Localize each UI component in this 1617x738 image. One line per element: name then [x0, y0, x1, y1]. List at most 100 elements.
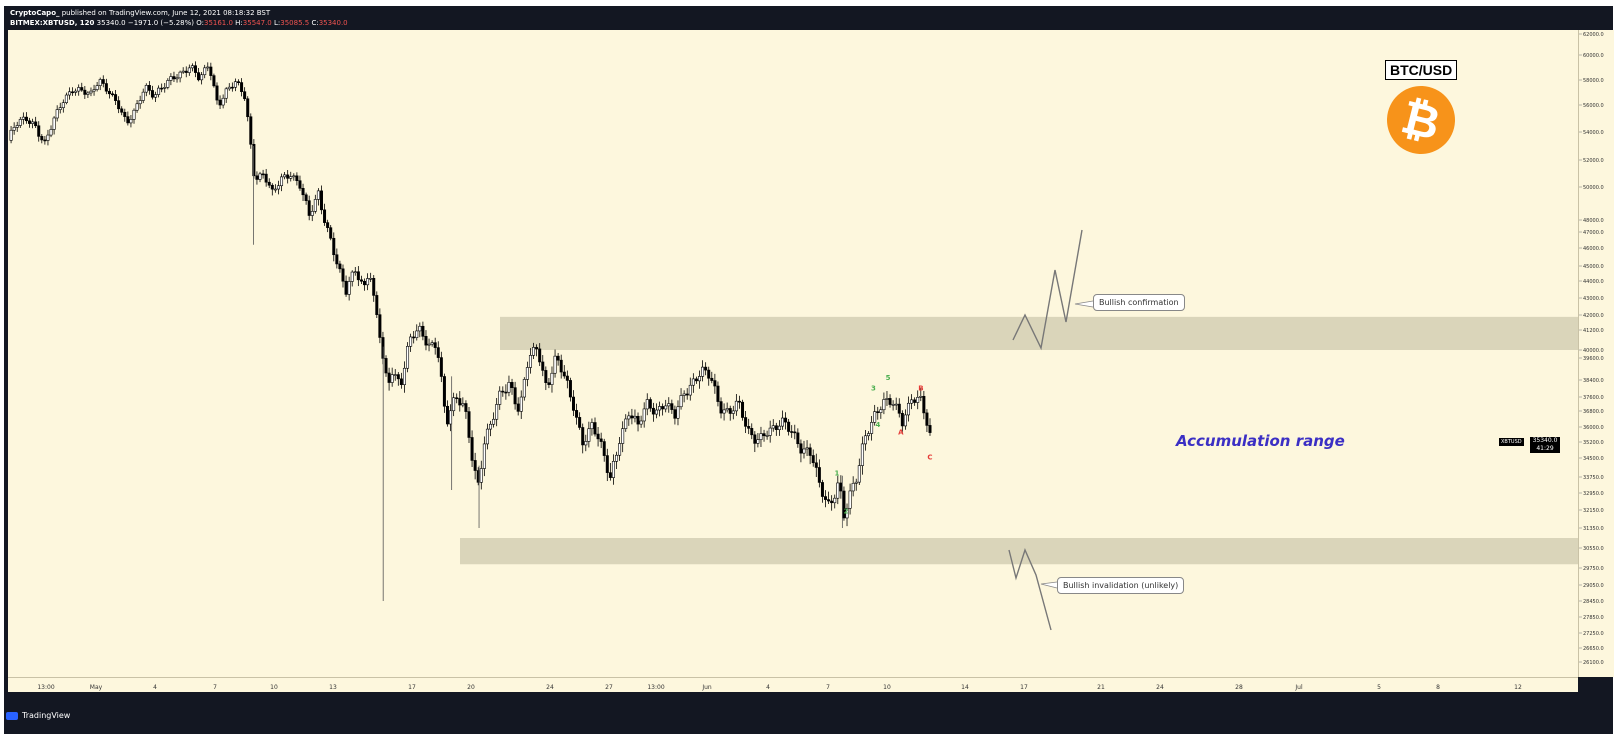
candle-body: [535, 347, 539, 350]
candle-body: [240, 82, 244, 92]
candle-body: [326, 222, 330, 228]
candle-body: [504, 391, 508, 394]
candle-body: [154, 94, 158, 98]
candle-body: [304, 194, 308, 201]
candle-body: [538, 348, 542, 363]
candle-body: [532, 347, 536, 356]
candle-body: [562, 371, 566, 377]
plot-area[interactable]: 1 2 3 4 5 A B C: [8, 30, 1578, 677]
symbol-label[interactable]: BITMEX:XBTUSD, 120: [10, 19, 95, 27]
last-price: 35340.0: [96, 19, 126, 27]
candle-body: [378, 314, 382, 338]
y-tick-label: 37600.0: [1583, 395, 1604, 401]
candle-body: [701, 366, 705, 377]
candle-body: [467, 411, 471, 438]
candle-body: [664, 405, 668, 410]
candle-body: [175, 77, 179, 80]
footer-brand[interactable]: TradingView: [6, 711, 70, 720]
candle-body: [596, 433, 600, 440]
high-label: H:: [235, 19, 243, 27]
candle-body: [571, 396, 575, 411]
y-tick-label: 62000.0: [1583, 32, 1604, 38]
candle-body: [276, 185, 280, 190]
y-tick-label: 40000.0: [1583, 348, 1604, 354]
candle-body: [661, 406, 665, 410]
candle-body: [89, 90, 93, 94]
candle-body: [919, 395, 923, 398]
wave-label: 3: [871, 385, 876, 393]
candle-body: [485, 428, 489, 445]
candle-body: [430, 342, 434, 345]
candle-body: [120, 108, 124, 113]
x-tick-label: 24: [546, 684, 554, 691]
y-tick-label: 36800.0: [1583, 409, 1604, 415]
price-tag-symbol: XBTUSD: [1499, 438, 1524, 446]
y-tick-label: 26650.0: [1583, 646, 1604, 652]
candle-body: [857, 465, 861, 483]
candle-body: [332, 237, 336, 256]
candle-body: [765, 435, 769, 437]
zone-support: [460, 538, 1578, 565]
candle-body: [246, 98, 250, 118]
candle-body: [565, 375, 569, 381]
candle-body: [793, 431, 797, 434]
candle-body: [255, 175, 259, 180]
y-tick-label: 42000.0: [1583, 313, 1604, 319]
candle-body: [575, 410, 579, 418]
candle-body: [913, 399, 917, 403]
candle-body: [697, 376, 701, 382]
candle-body: [356, 271, 360, 281]
candle-body: [107, 90, 111, 95]
price-chart[interactable]: 1 2 3 4 5 A B C: [8, 30, 1578, 677]
x-tick-label: 13:00: [647, 684, 664, 691]
candle-body: [101, 79, 105, 84]
candle-body: [135, 103, 139, 111]
pair-label: BTC/USD: [1385, 60, 1458, 80]
candle-body: [396, 374, 400, 380]
candle-body: [415, 330, 419, 338]
price-tag-timer: 41:29: [1536, 445, 1554, 452]
candle-body: [719, 401, 723, 414]
candle-body: [516, 403, 520, 412]
candle-body: [46, 134, 50, 141]
candle-body: [77, 87, 81, 92]
x-tick-label: 7: [213, 684, 217, 691]
candle-body: [399, 378, 403, 385]
candle-body: [787, 421, 791, 432]
candle-body: [876, 411, 880, 413]
candle-body: [117, 100, 121, 110]
candle-body: [608, 472, 612, 478]
candle-body: [227, 86, 231, 90]
x-tick-label: 4: [766, 684, 770, 691]
author-name[interactable]: CryptoCapo_: [10, 9, 60, 17]
candle-body: [292, 175, 296, 178]
x-tick-label: 12: [1514, 684, 1522, 691]
candle-body: [181, 70, 185, 73]
candle-body: [218, 99, 222, 106]
candle-body: [888, 398, 892, 405]
candle-body: [9, 129, 13, 141]
candle-body: [203, 67, 207, 76]
candle-body: [110, 93, 114, 96]
y-tick-label: 35200.0: [1583, 440, 1604, 446]
y-tick-label: 52000.0: [1583, 158, 1604, 164]
candle-body: [359, 279, 363, 282]
candle-body: [654, 409, 658, 415]
price-axis[interactable]: 62000.0 60000.0 58000.0 56000.0 54000.0 52000…: [1578, 30, 1614, 677]
candle-body: [624, 418, 628, 429]
tradingview-logo-icon: [6, 711, 18, 720]
candle-body: [387, 372, 391, 383]
candle-body: [820, 482, 824, 497]
candle-body: [836, 482, 840, 499]
x-tick-label: 5: [1377, 684, 1381, 691]
candle-body: [805, 447, 809, 450]
time-axis[interactable]: 13:00 May 4 7 10 13 17 20 24 27 13:00 Jun 4 7 10 14 17 21…: [8, 677, 1578, 692]
y-tick-label: 36000.0: [1583, 425, 1604, 431]
wave-label: B: [918, 385, 923, 393]
x-tick-label: 14: [961, 684, 969, 691]
candle-body: [61, 102, 65, 108]
close-label: C:: [311, 19, 319, 27]
candle-body: [550, 372, 554, 385]
candle-body: [461, 403, 465, 406]
candle-body: [310, 211, 314, 216]
